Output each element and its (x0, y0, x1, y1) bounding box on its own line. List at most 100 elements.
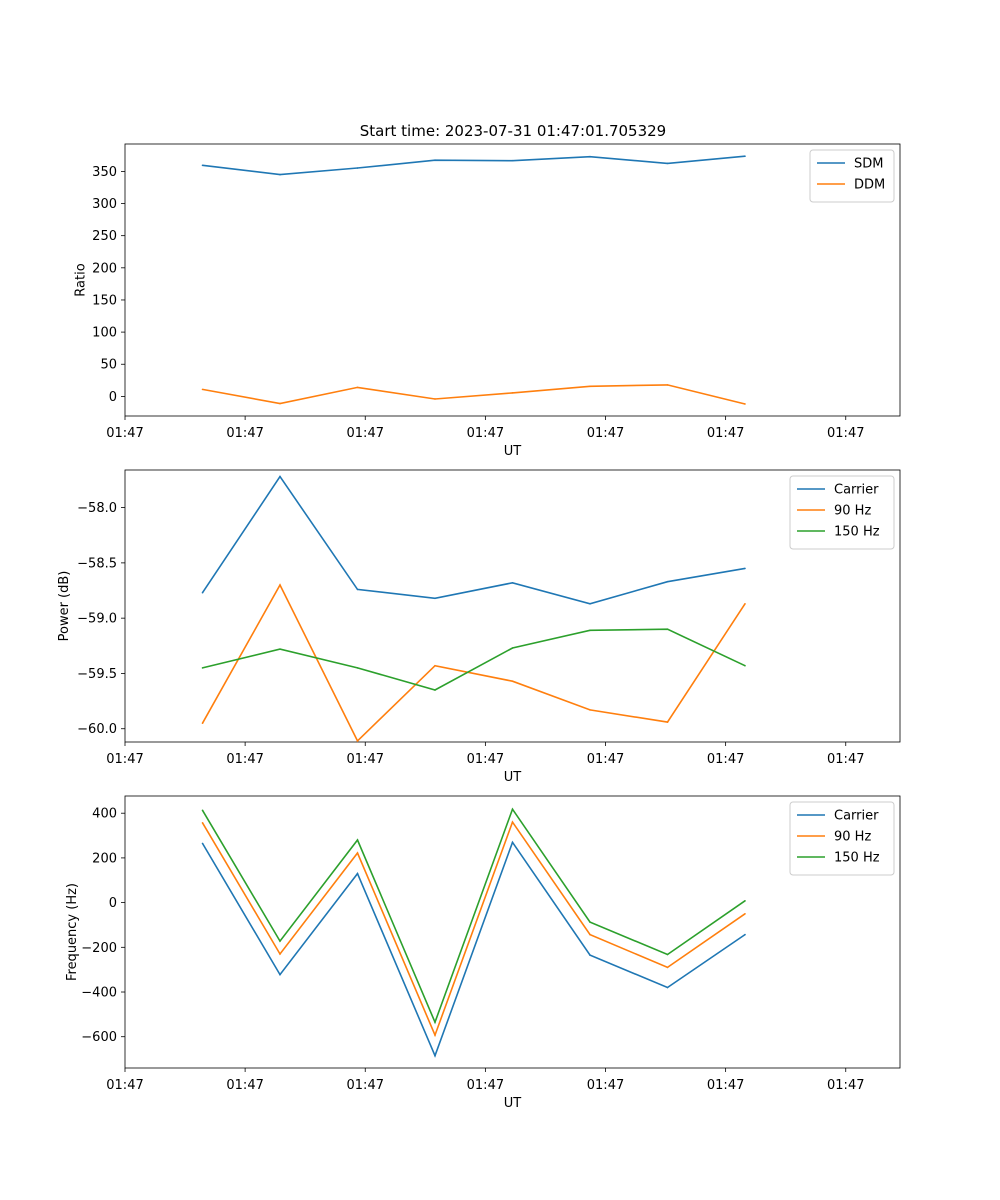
data-point (279, 973, 281, 976)
data-point (201, 822, 204, 824)
x-tick-label: 01:47 (467, 752, 504, 767)
legend: SDM DDM (809, 149, 895, 203)
x-tick-label: 01:47 (587, 752, 624, 767)
y-tick-label: −59.5 (77, 667, 117, 682)
data-point (434, 1054, 436, 1057)
legend-label: DDM (854, 178, 885, 193)
y-tick-label: −59.0 (77, 612, 117, 627)
data-point (511, 159, 514, 162)
panel-1: 0 50 100 150 200 250 300 350 01:47 01:47 01:47 01:4… (73, 143, 901, 459)
x-tick-label: 01:47 (467, 1078, 504, 1093)
data-point (744, 933, 746, 936)
x-tick-label: 01:47 (707, 752, 744, 767)
data-point (279, 475, 281, 478)
y-tick-label: −600 (81, 1030, 117, 1045)
legend-label: SDM (854, 157, 883, 172)
data-point (744, 155, 746, 158)
data-point (356, 386, 359, 389)
data-point (666, 721, 669, 723)
series-line-150-hz (202, 628, 746, 691)
data-point (744, 602, 746, 605)
series-line-carrier (201, 475, 746, 605)
legend-label: 150 Hz (834, 525, 880, 540)
x-tick-label: 01:47 (226, 1078, 263, 1093)
data-point (589, 155, 591, 158)
data-point (356, 667, 359, 669)
data-point (744, 912, 746, 915)
x-tick-label: 01:47 (827, 1078, 864, 1093)
data-point (744, 900, 746, 902)
data-point (589, 921, 591, 923)
data-point (511, 647, 514, 649)
data-point (744, 664, 746, 667)
figure-title: Start time: 2023-07-31 01:47:01.705329 (360, 122, 666, 140)
y-tick-label: 200 (92, 851, 117, 866)
data-point (744, 567, 746, 570)
axes-frame (124, 795, 901, 1069)
y-tick-label: 400 (92, 807, 117, 822)
data-point (434, 689, 436, 691)
data-point (201, 722, 204, 725)
data-point (589, 602, 591, 605)
data-point (434, 597, 436, 600)
panels: 0 50 100 150 200 250 300 350 01:47 01:47 01:47 01:4… (57, 143, 901, 1111)
x-tick-label: 01:47 (106, 426, 143, 441)
series-line-150-hz (201, 807, 746, 1025)
x-tick-label: 01:47 (707, 426, 744, 441)
y-tick-label: 0 (109, 390, 117, 405)
y-tick-label: 150 (92, 293, 117, 308)
data-point (511, 392, 514, 394)
data-point (666, 986, 669, 989)
data-point (356, 167, 359, 169)
y-axis-label: Ratio (73, 263, 88, 296)
data-point (666, 580, 669, 583)
data-point (201, 667, 204, 669)
x-tick-label: 01:47 (587, 1078, 624, 1093)
data-point (434, 1034, 436, 1036)
panel-2: −60.0 −59.5 −59.0 −58.5 −58.0 01:47 01:47 01:47… (57, 469, 901, 785)
data-point (511, 821, 514, 823)
y-tick-label: −200 (81, 941, 117, 956)
series-line-ddm (202, 384, 746, 405)
data-point (279, 940, 281, 942)
x-tick-label: 01:47 (467, 426, 504, 441)
data-point (201, 842, 204, 845)
series-line-carrier (201, 840, 746, 1058)
data-point (589, 385, 591, 388)
data-point (279, 402, 281, 405)
x-tick-label: 01:47 (347, 426, 384, 441)
data-point (201, 809, 204, 812)
data-point (589, 933, 591, 936)
data-point (356, 740, 359, 742)
data-point (434, 398, 436, 400)
data-point (666, 953, 669, 956)
y-tick-label: 250 (92, 229, 117, 244)
data-point (434, 664, 436, 667)
data-point (356, 872, 359, 875)
legend-label: Carrier (834, 483, 879, 498)
series-line-90-hz (201, 820, 746, 1038)
data-point (666, 628, 669, 631)
y-tick-label: 350 (92, 165, 117, 180)
x-tick-label: 01:47 (347, 1078, 384, 1093)
series-line-90-hz (201, 583, 746, 743)
data-point (589, 629, 591, 632)
data-point (666, 162, 669, 165)
x-tick-label: 01:47 (226, 426, 263, 441)
data-point (279, 584, 281, 586)
legend-label: Carrier (834, 809, 879, 824)
x-axis-label: UT (504, 770, 522, 785)
data-point (666, 384, 669, 386)
data-point (589, 954, 591, 956)
legend-label: 150 Hz (834, 851, 880, 866)
data-point (201, 164, 204, 167)
data-point (666, 966, 669, 969)
data-point (356, 588, 359, 591)
axes-frame (124, 469, 901, 743)
y-tick-label: 200 (92, 261, 117, 276)
x-tick-label: 01:47 (226, 752, 263, 767)
x-tick-label: 01:47 (347, 752, 384, 767)
data-point (589, 709, 591, 711)
y-tick-label: 50 (100, 358, 117, 373)
